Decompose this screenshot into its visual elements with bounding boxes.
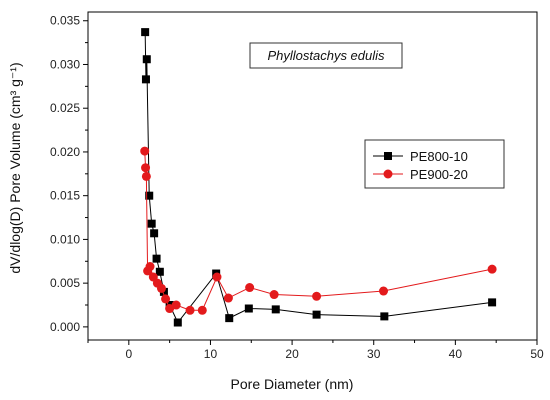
- legend-entry-pe800-10: PE800-10: [373, 149, 468, 164]
- data-point-pe800-10: [141, 28, 150, 37]
- y-axis-ticks: 0.000 0.005 0.010 0.015 0.020 0.025 0.030 0.035: [50, 14, 88, 334]
- data-point-pe900-20: [145, 262, 155, 272]
- x-tick-label: 10: [204, 347, 218, 361]
- data-point-pe900-20: [171, 300, 181, 310]
- data-point-pe800-10: [147, 219, 156, 228]
- legend-marker-pe900-20: [383, 169, 393, 179]
- x-tick-label: 20: [285, 347, 299, 361]
- x-tick-label: 0: [125, 347, 132, 361]
- data-point-pe900-20: [312, 291, 322, 301]
- plot-border: [87, 11, 538, 341]
- annotation-text: Phyllostachys edulis: [267, 48, 385, 63]
- data-point-pe900-20: [379, 286, 389, 296]
- data-point-pe800-10: [152, 254, 161, 263]
- y-tick-label: 0.035: [50, 14, 80, 28]
- y-tick-label: 0.000: [50, 320, 80, 334]
- series-pe900-20: [140, 146, 497, 315]
- x-tick-label: 30: [367, 347, 381, 361]
- y-tick-label: 0.015: [50, 189, 80, 203]
- data-point-pe800-10: [141, 75, 150, 84]
- legend-label-pe900-20: PE900-20: [410, 167, 468, 182]
- legend: PE800-10 PE900-20: [364, 139, 505, 189]
- data-point-pe800-10: [225, 314, 234, 323]
- annotation-border: [249, 42, 403, 69]
- data-point-pe800-10: [271, 305, 280, 314]
- x-tick-label: 40: [449, 347, 463, 361]
- data-point-pe900-20: [245, 283, 255, 293]
- data-point-pe800-10: [142, 55, 151, 64]
- data-point-pe800-10: [155, 267, 164, 276]
- y-axis-label: dV/dlog(D) Pore Volume (cm³ g⁻¹): [7, 62, 23, 273]
- data-point-pe900-20: [197, 305, 207, 315]
- data-point-pe800-10: [312, 310, 321, 319]
- series-layer: [140, 28, 497, 327]
- data-point-pe900-20: [156, 283, 166, 293]
- y-tick-label: 0.025: [50, 101, 80, 115]
- data-point-pe900-20: [269, 290, 279, 300]
- y-tick-label: 0.030: [50, 57, 80, 71]
- annotation-box: Phyllostachys edulis: [249, 42, 403, 69]
- data-point-pe900-20: [212, 272, 222, 282]
- y-tick-label: 0.005: [50, 276, 80, 290]
- data-point-pe800-10: [173, 318, 182, 327]
- data-point-pe900-20: [185, 305, 195, 315]
- x-tick-label: 50: [530, 347, 544, 361]
- x-axis-ticks: 0 10 20 30 40 50: [87, 340, 544, 361]
- data-point-pe900-20: [223, 293, 233, 303]
- data-point-pe800-10: [244, 304, 253, 313]
- data-point-pe800-10: [488, 298, 497, 307]
- legend-label-pe800-10: PE800-10: [410, 149, 468, 164]
- x-axis-label: Pore Diameter (nm): [231, 376, 354, 392]
- plot-frame: [87, 11, 538, 341]
- data-point-pe800-10: [380, 312, 389, 321]
- y-tick-label: 0.020: [50, 145, 80, 159]
- data-point-pe900-20: [141, 171, 151, 181]
- data-point-pe900-20: [487, 264, 497, 274]
- legend-border: [364, 139, 505, 189]
- data-point-pe900-20: [161, 294, 171, 304]
- legend-marker-pe800-10: [384, 152, 392, 160]
- data-point-pe900-20: [141, 163, 151, 173]
- legend-entry-pe900-20: PE900-20: [373, 167, 468, 182]
- data-point-pe800-10: [150, 229, 159, 238]
- y-tick-label: 0.010: [50, 232, 80, 246]
- data-point-pe900-20: [140, 146, 150, 156]
- data-point-pe800-10: [145, 191, 154, 200]
